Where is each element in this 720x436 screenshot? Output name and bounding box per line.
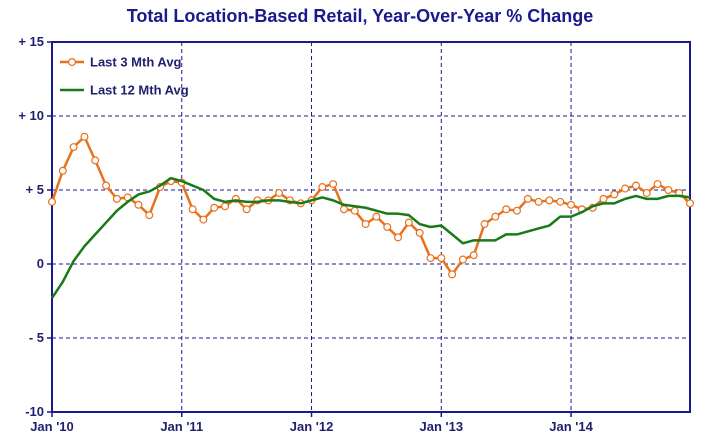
data-point [361,220,370,229]
data-point [188,205,197,214]
y-tick-label: + 10 [18,108,44,123]
legend-item-1: Last 3 Mth Avg [60,55,182,70]
data-point [480,220,489,229]
data-point [80,132,89,141]
data-point [567,200,576,209]
data-point [415,228,424,237]
data-point [91,156,100,165]
legend-label: Last 3 Mth Avg [90,55,182,70]
data-point [610,190,619,199]
data-point [47,197,56,206]
data-point [394,233,403,242]
data-point [102,181,111,190]
y-tick-label: 0 [37,256,44,271]
data-point [339,205,348,214]
series-1 [47,132,694,279]
data-point [685,199,694,208]
y-tick-label: + 5 [26,182,44,197]
data-point [458,255,467,264]
data-point [426,254,435,263]
plot-area [51,41,691,413]
legend-item-2: Last 12 Mth Avg [60,83,189,98]
data-point [145,211,154,220]
data-point [448,270,457,279]
data-point [556,197,565,206]
data-point [437,254,446,263]
data-point [275,188,284,197]
data-point [523,194,532,203]
data-point [69,143,78,152]
data-point [221,202,230,211]
series-line [50,176,691,299]
legend: Last 3 Mth Avg Last 12 Mth Avg [60,55,189,98]
x-tick-label: Jan '14 [549,419,593,434]
data-point [134,200,143,209]
series-layer [47,132,694,299]
x-tick-label: Jan '13 [419,419,463,434]
y-tick-label: - 5 [29,330,44,345]
data-point [350,206,359,215]
data-point [599,194,608,203]
series-2 [50,176,691,299]
data-point [621,184,630,193]
data-point [112,194,121,203]
y-tick-label: -10 [25,404,44,419]
data-point [502,205,511,214]
data-point [642,188,651,197]
data-point [664,186,673,195]
x-tick-label: Jan '10 [30,419,74,434]
legend-label: Last 12 Mth Avg [90,83,189,98]
x-tick-label: Jan '11 [160,419,203,434]
chart-title: Total Location-Based Retail, Year-Over-Y… [127,6,593,26]
data-point [58,166,67,175]
y-axis: + 15 + 10 + 5 0 - 5 -10 [18,34,52,419]
data-point [318,183,327,192]
data-point [469,251,478,260]
data-point [210,203,219,212]
data-point [631,181,640,190]
data-point [512,206,521,215]
data-point [199,215,208,224]
y-tick-label: + 15 [18,34,44,49]
data-point [404,218,413,227]
data-point [653,180,662,189]
legend-marker [67,57,76,66]
data-point [372,212,381,221]
x-axis: Jan '10 Jan '11 Jan '12 Jan '13 Jan '14 [30,412,594,434]
data-point [534,197,543,206]
data-point [329,180,338,189]
data-point [242,205,251,214]
data-point [545,196,554,205]
data-point [491,212,500,221]
data-point [383,223,392,232]
x-tick-label: Jan '12 [290,419,334,434]
